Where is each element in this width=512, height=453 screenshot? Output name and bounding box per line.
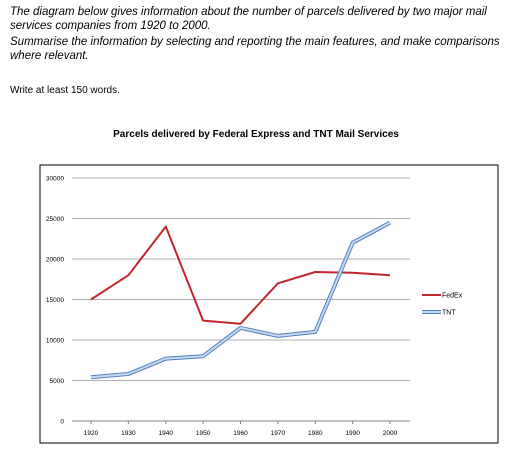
series-line-tnt — [90, 221, 391, 379]
y-tick-label: 15000 — [46, 297, 64, 304]
prompt-line-2: Summarise the information by selecting a… — [10, 36, 500, 62]
x-tick-label: 1980 — [308, 430, 323, 437]
y-tick-label: 0 — [60, 419, 64, 426]
x-tick-label: 1960 — [233, 430, 248, 437]
x-tick-label: 1950 — [196, 430, 211, 437]
legend-label-fedex: FedEx — [442, 293, 463, 300]
x-tick-label: 1990 — [345, 430, 360, 437]
legend-label-tnt: TNT — [442, 310, 456, 317]
x-tick-label: 1940 — [159, 430, 174, 437]
x-tick-label: 1930 — [121, 430, 136, 437]
chart-frame — [39, 164, 499, 444]
chart-title: Parcels delivered by Federal Express and… — [113, 129, 399, 140]
x-tick-label: 1920 — [84, 430, 99, 437]
task-prompt: The diagram below gives information abou… — [10, 6, 505, 66]
word-count-instruction: Write at least 150 words. — [10, 85, 120, 96]
prompt-line-1: The diagram below gives information abou… — [10, 6, 487, 32]
y-tick-label: 25000 — [46, 216, 64, 223]
x-tick-label: 2000 — [383, 430, 398, 437]
y-tick-label: 30000 — [46, 176, 64, 183]
x-tick-label: 1970 — [271, 430, 286, 437]
y-tick-label: 10000 — [46, 338, 64, 345]
y-tick-label: 20000 — [46, 257, 64, 264]
y-tick-label: 5000 — [50, 378, 65, 385]
